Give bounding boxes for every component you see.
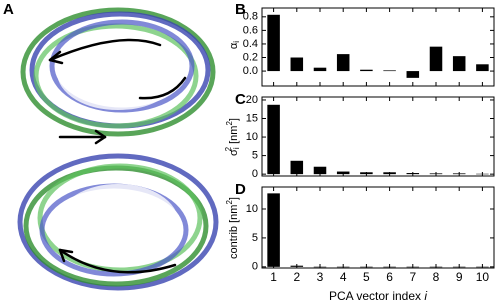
bar	[452, 266, 466, 268]
y-axis-label: σi2 [nm2]	[224, 118, 241, 156]
y-axis-label-part: 2	[225, 121, 234, 126]
bar	[429, 46, 443, 72]
bar	[290, 57, 304, 72]
bar	[360, 266, 373, 268]
y-tick-label: 0.6	[243, 24, 258, 36]
bar	[383, 172, 396, 175]
y-axis-label-part: σ	[228, 149, 240, 156]
bar	[383, 266, 396, 268]
x-tick-label: 10	[476, 270, 490, 284]
y-axis-label-part: ]	[228, 118, 240, 121]
bar	[267, 104, 280, 175]
y-axis-label-part: i	[232, 147, 241, 149]
y-tick-label: 5	[252, 150, 258, 162]
y-tick-label: 0	[252, 261, 258, 273]
y-axis-label-part: ]	[228, 197, 240, 200]
bar	[476, 266, 489, 268]
y-tick-label: 15	[246, 112, 258, 124]
x-tick-label: 8	[433, 270, 440, 284]
panel-label: B	[235, 1, 246, 18]
panel-label: C	[235, 91, 246, 108]
x-tick-label: 2	[293, 270, 300, 284]
y-axis-label-part: 2	[225, 200, 234, 205]
y-axis-label: contrib [nm2]	[225, 197, 240, 259]
x-axis-label-part: i	[424, 289, 427, 303]
y-tick-label: 0.4	[243, 38, 258, 50]
x-tick-label: 4	[340, 270, 347, 284]
x-tick-label: 6	[386, 270, 393, 284]
x-axis-label-part: PCA vector index	[329, 289, 424, 303]
bar	[336, 266, 350, 268]
x-tick-label: 7	[409, 270, 416, 284]
bar	[452, 56, 466, 72]
x-tick-label: 5	[363, 270, 370, 284]
bar	[336, 54, 350, 72]
bar	[429, 173, 443, 175]
panel-label: D	[235, 181, 246, 198]
y-tick-label: 0.0	[243, 65, 258, 77]
bar	[267, 193, 280, 267]
bar	[313, 166, 327, 175]
y-axis-label-part: 2	[224, 146, 233, 151]
y-tick-label: 0.2	[243, 51, 258, 63]
bar	[383, 70, 396, 72]
bar	[452, 173, 466, 175]
bar	[360, 172, 373, 175]
plot-frame	[261, 7, 495, 87]
y-axis-label-part: contrib [nm	[228, 205, 240, 259]
bar	[360, 69, 373, 72]
y-tick-label: 10	[246, 131, 258, 143]
bar	[313, 67, 327, 72]
bar	[406, 266, 420, 268]
y-tick-label: 20	[246, 94, 258, 106]
plot-frame	[261, 96, 495, 177]
y-tick-label: 0.8	[243, 11, 258, 23]
y-tick-label: 10	[246, 203, 258, 215]
bar	[290, 160, 304, 175]
x-axis-label: PCA vector index i	[329, 289, 427, 303]
bar	[267, 14, 280, 72]
bar	[313, 266, 327, 268]
y-tick-label: 0	[252, 168, 258, 180]
bar	[476, 64, 489, 72]
y-axis-label-part: α	[228, 42, 240, 49]
bar	[429, 266, 443, 268]
bar	[290, 265, 304, 267]
y-tick-label: 5	[252, 232, 258, 244]
y-axis-label-part: i	[232, 41, 241, 43]
bar	[406, 173, 420, 175]
bar	[406, 71, 420, 78]
panel-label: A	[3, 1, 14, 18]
x-tick-label: 3	[317, 270, 324, 284]
y-axis-label: αi	[228, 41, 241, 49]
protein-image	[17, 7, 219, 291]
bar	[336, 171, 350, 175]
plot-frame	[261, 186, 495, 269]
bar	[476, 173, 489, 175]
x-tick-label: 1	[270, 270, 277, 284]
x-tick-label: 9	[456, 270, 463, 284]
y-axis-label-part: [nm	[228, 126, 240, 147]
